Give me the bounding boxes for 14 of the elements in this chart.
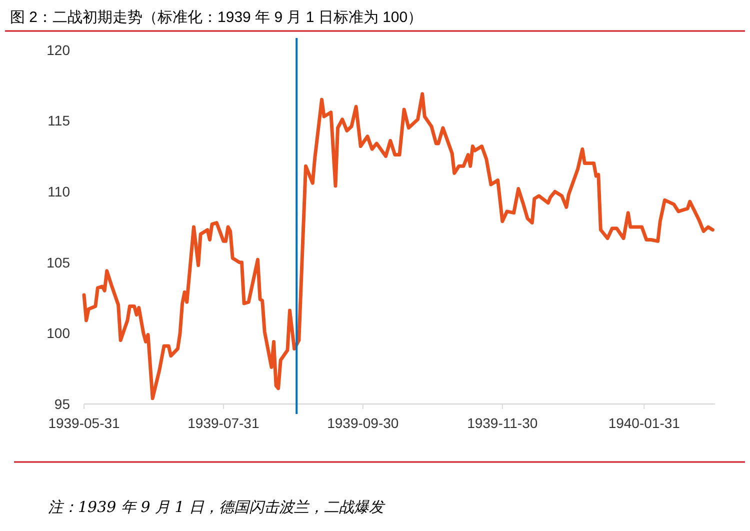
y-tick-label: 105 (46, 254, 70, 270)
y-tick-label: 115 (48, 112, 70, 129)
chart-title: 图 2：二战初期走势（标准化：1939 年 9 月 1 日标准为 100） (10, 9, 423, 26)
y-tick-label: 110 (48, 184, 70, 200)
line-series (82, 92, 714, 400)
x-tick-label: 1939-11-30 (467, 415, 538, 431)
x-tick-label: 1939-07-31 (188, 415, 260, 431)
y-tick-label: 100 (46, 325, 70, 342)
x-tick-label: 1939-09-30 (327, 415, 399, 431)
y-tick-label: 95 (54, 396, 70, 412)
x-tick-label: 1939-05-31 (48, 415, 120, 431)
y-tick-label: 120 (46, 42, 70, 58)
x-tick-label: 1940-01-31 (608, 415, 680, 431)
text: 注：1939 年 9 月 1 日，德国闪击波兰，二战爆发 (48, 498, 386, 516)
